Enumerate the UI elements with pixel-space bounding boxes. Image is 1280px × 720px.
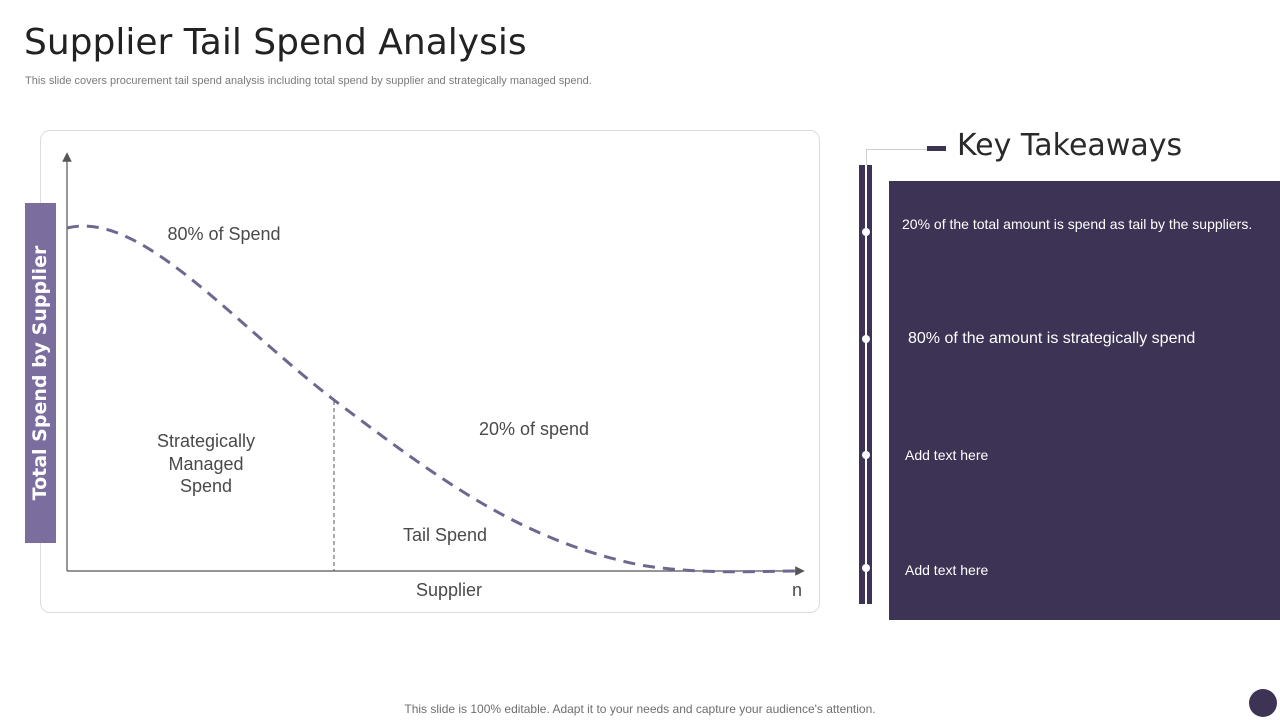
timeline-dot-1: [862, 228, 870, 236]
label-strategic-line-3: Spend: [180, 476, 232, 496]
timeline-dot-4: [862, 564, 870, 572]
x-axis-label: Supplier: [416, 580, 482, 600]
label-strategic-line-2: Managed: [168, 454, 243, 474]
takeaway-item-1: 20% of the total amount is spend as tail…: [902, 216, 1253, 232]
takeaway-item-3: Add text here: [905, 447, 989, 463]
spend-diagram: 80% of Spend 20% of spend Strategically …: [62, 152, 805, 600]
page-subtitle: This slide covers procurement tail spend…: [25, 75, 592, 87]
takeaway-item-2: 80% of the amount is strategically spend: [908, 330, 1196, 347]
diagram-frame: [40, 130, 820, 613]
key-dash: [927, 146, 946, 151]
label-tail-percent: 20% of spend: [479, 419, 589, 439]
label-tail-spend: Tail Spend: [403, 525, 487, 545]
label-strategic-line-1: Strategically: [157, 431, 255, 451]
timeline-dot-3: [862, 451, 870, 459]
timeline-dot-2: [862, 335, 870, 343]
y-axis-label-box: Total Spend by Supplier: [25, 203, 56, 543]
timeline-line: [865, 165, 867, 604]
key-takeaways-title: Key Takeaways: [957, 128, 1183, 163]
footer-note: This slide is 100% editable. Adapt it to…: [404, 702, 876, 716]
corner-circle: [1249, 689, 1277, 717]
spend-curve: [66, 224, 801, 574]
label-top-spend: 80% of Spend: [167, 224, 280, 244]
key-takeaways-panel: [889, 181, 1280, 620]
page-title: Supplier Tail Spend Analysis: [24, 22, 527, 63]
x-axis-end-label: n: [792, 580, 802, 600]
timeline-bar: [859, 165, 872, 604]
key-connector: [866, 149, 928, 166]
takeaway-item-4: Add text here: [905, 562, 989, 578]
